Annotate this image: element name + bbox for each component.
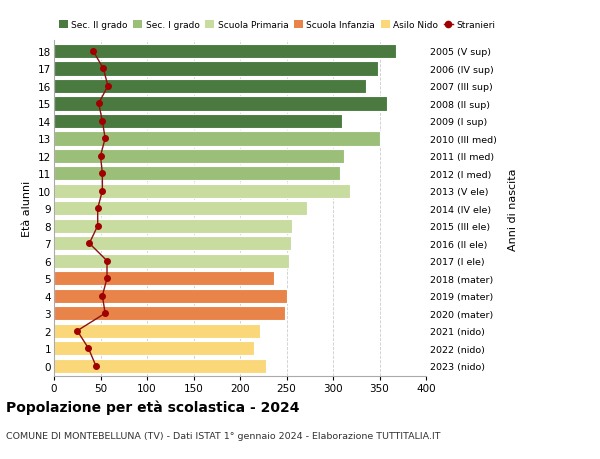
Bar: [54, 202, 307, 216]
Text: COMUNE DI MONTEBELLUNA (TV) - Dati ISTAT 1° gennaio 2024 - Elaborazione TUTTITAL: COMUNE DI MONTEBELLUNA (TV) - Dati ISTAT…: [6, 431, 440, 441]
Bar: [54, 341, 254, 356]
Bar: [54, 97, 387, 111]
Bar: [54, 359, 266, 373]
Bar: [54, 132, 380, 146]
Bar: [54, 114, 342, 129]
Bar: [54, 45, 396, 59]
Bar: [54, 254, 289, 269]
Bar: [54, 62, 377, 76]
Bar: [54, 219, 292, 234]
Legend: Sec. II grado, Sec. I grado, Scuola Primaria, Scuola Infanzia, Asilo Nido, Stran: Sec. II grado, Sec. I grado, Scuola Prim…: [59, 21, 496, 30]
Bar: [54, 289, 287, 303]
Bar: [54, 307, 284, 321]
Bar: [54, 324, 260, 338]
Bar: [54, 236, 291, 251]
Bar: [54, 271, 274, 286]
Bar: [54, 184, 350, 199]
Bar: [54, 79, 365, 94]
Bar: [54, 167, 340, 181]
Y-axis label: Anni di nascita: Anni di nascita: [508, 168, 518, 250]
Bar: [54, 149, 344, 164]
Text: Popolazione per età scolastica - 2024: Popolazione per età scolastica - 2024: [6, 399, 299, 414]
Y-axis label: Età alunni: Età alunni: [22, 181, 32, 237]
